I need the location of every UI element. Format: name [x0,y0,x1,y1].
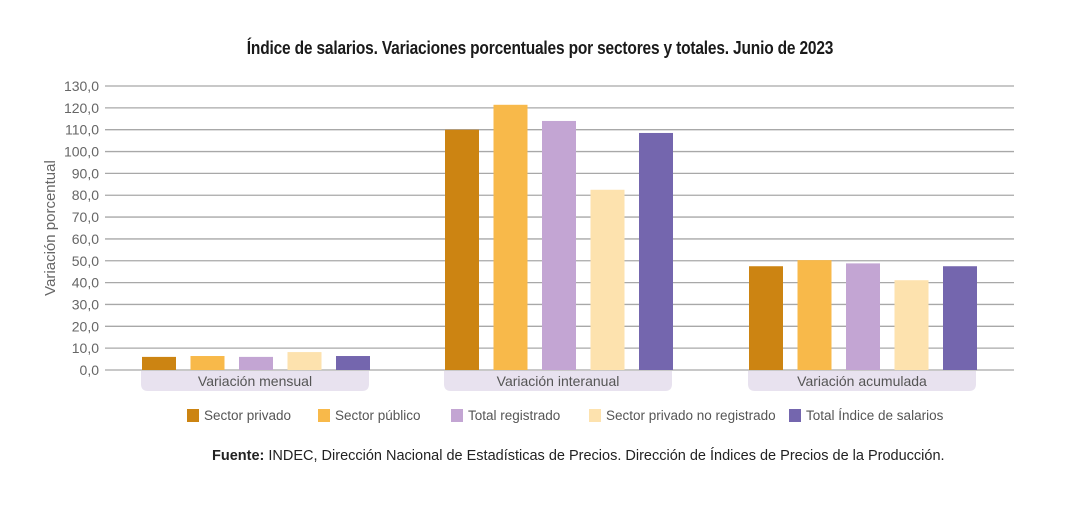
y-tick-label: 60,0 [72,231,99,247]
bar-sector-p-blico-1 [493,104,528,370]
category-label: Variación acumulada [797,373,927,389]
bar-total-ndice-de-salarios-2 [943,266,977,370]
legend-item: Sector privado no registrado [589,408,776,423]
legend-item: Total registrado [451,408,560,423]
legend-item: Sector privado [187,408,291,423]
y-tick-label: 130,0 [64,78,99,94]
chart-title: Índice de salarios. Variaciones porcentu… [246,38,834,58]
legend-label: Sector privado [204,408,291,423]
y-tick-label: 0,0 [80,362,100,378]
y-tick-label: 10,0 [72,340,99,356]
y-tick-label: 120,0 [64,100,99,116]
category-label-background [444,371,672,391]
y-tick-label: 110,0 [65,122,99,138]
legend-label: Sector privado no registrado [606,408,776,423]
category-label-background [748,371,976,391]
bar-sector-privado-0 [142,356,176,370]
y-tick-label: 50,0 [72,253,99,269]
source-label: Fuente: [212,448,265,464]
bar-sector-privado-no-registrado-1 [590,189,625,370]
category-label: Variación mensual [198,373,312,389]
bar-total-registrado-2 [846,263,880,370]
bar-sector-p-blico-0 [190,356,225,370]
bar-total-registrado-0 [239,356,273,370]
y-axis-ticks: 0,0 10,0 20,0 30,0 40,0 50,0 60,0 70,0 80,0 90,0 1… [64,78,99,378]
bars [142,104,977,370]
legend-swatch [589,409,601,422]
bar-total-registrado-1 [542,120,576,370]
legend-swatch [318,409,330,422]
legend: Sector privado Sector público Total regist… [187,408,944,423]
y-tick-label: 40,0 [72,275,99,291]
y-tick-label: 70,0 [72,209,99,225]
legend-label: Total Índice de salarios [806,408,944,423]
source-note: Fuente: INDEC, Dirección Nacional de Est… [212,448,945,464]
bar-sector-privado-2 [749,266,783,370]
y-tick-label: 80,0 [72,187,99,203]
source-text: INDEC, Dirección Nacional de Estadística… [264,448,945,464]
bar-sector-privado-no-registrado-2 [894,280,929,370]
legend-swatch [789,409,801,422]
y-tick-label: 20,0 [72,318,99,334]
bar-sector-privado-1 [445,129,479,370]
bar-total-ndice-de-salarios-1 [639,132,673,370]
legend-label: Sector público [335,408,421,423]
y-tick-label: 90,0 [72,165,99,181]
category-label: Variación interanual [497,373,620,389]
legend-label: Total registrado [468,408,560,423]
legend-swatch [187,409,199,422]
bar-total-ndice-de-salarios-0 [336,356,370,370]
bar-sector-privado-no-registrado-0 [287,352,322,370]
y-tick-label: 100,0 [64,144,99,160]
legend-swatch [451,409,463,422]
bar-sector-p-blico-2 [797,260,832,370]
category-label-background [141,371,369,391]
y-axis-label: Variación porcentual [42,160,59,296]
legend-item: Total Índice de salarios [789,408,944,423]
bar-chart: 0,0 10,0 20,0 30,0 40,0 50,0 60,0 70,0 80,0 90,0 1… [42,78,1014,423]
y-tick-label: 30,0 [72,296,99,312]
category-labels: Variación mensual Variación interanual Var… [141,371,976,391]
legend-item: Sector público [318,408,421,423]
